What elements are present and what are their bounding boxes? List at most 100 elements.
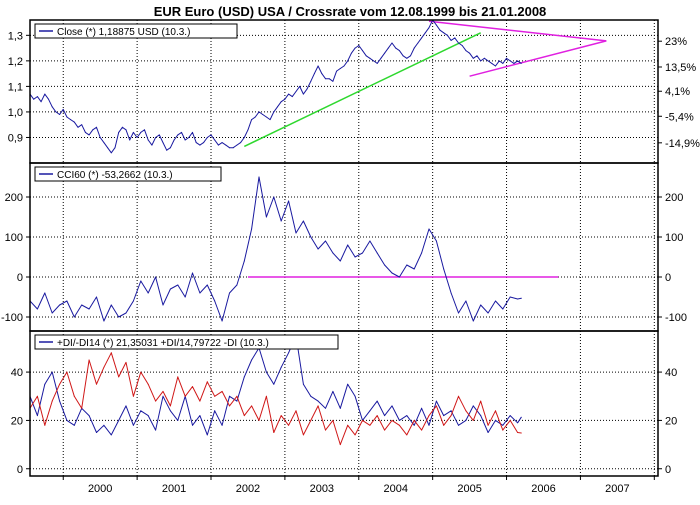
data-point bbox=[140, 280, 142, 282]
data-point bbox=[169, 147, 171, 149]
data-point bbox=[406, 434, 408, 436]
data-point bbox=[251, 359, 253, 361]
series-line-dmi-1 bbox=[30, 352, 522, 446]
data-point bbox=[450, 292, 452, 294]
data-point bbox=[110, 152, 112, 154]
data-point bbox=[413, 268, 415, 270]
data-point bbox=[310, 395, 312, 397]
data-point bbox=[103, 142, 105, 144]
data-point bbox=[151, 144, 153, 146]
data-point bbox=[70, 119, 72, 121]
data-point bbox=[472, 419, 474, 421]
data-point bbox=[73, 121, 75, 123]
data-point bbox=[147, 139, 149, 141]
data-point bbox=[332, 419, 334, 421]
data-point bbox=[517, 298, 519, 300]
data-point bbox=[48, 98, 49, 100]
data-point bbox=[502, 62, 504, 64]
data-point bbox=[421, 407, 423, 409]
data-point bbox=[258, 419, 260, 421]
data-point bbox=[325, 78, 326, 80]
data-point bbox=[380, 57, 382, 59]
data-point bbox=[59, 114, 61, 115]
data-point bbox=[472, 57, 474, 59]
data-point bbox=[225, 144, 227, 146]
series-line-cci-0 bbox=[30, 176, 522, 322]
data-point bbox=[343, 65, 345, 67]
data-point bbox=[177, 419, 179, 421]
data-point bbox=[302, 93, 304, 95]
data-point bbox=[302, 383, 304, 385]
data-point bbox=[155, 429, 157, 431]
data-point bbox=[265, 216, 267, 218]
data-point bbox=[513, 62, 515, 64]
data-point bbox=[155, 137, 157, 138]
data-point bbox=[487, 312, 489, 314]
data-point bbox=[339, 407, 341, 409]
data-point bbox=[118, 376, 120, 378]
data-point bbox=[469, 52, 471, 54]
data-point bbox=[77, 126, 79, 128]
data-point bbox=[517, 432, 519, 433]
data-point bbox=[136, 137, 138, 138]
left-tick-label: 1,3 bbox=[8, 30, 23, 42]
data-point bbox=[310, 236, 312, 238]
data-point bbox=[236, 284, 238, 286]
data-point bbox=[520, 432, 522, 434]
legend: Close (*) 1,18875 USD (10.3.) bbox=[34, 23, 238, 39]
data-point bbox=[33, 98, 35, 100]
data-point bbox=[192, 386, 193, 388]
data-point bbox=[325, 407, 326, 409]
data-point bbox=[509, 60, 511, 62]
data-point bbox=[421, 429, 423, 431]
series-line-price-0 bbox=[30, 20, 522, 154]
data-point bbox=[350, 52, 352, 54]
data-point bbox=[258, 176, 260, 178]
data-point bbox=[140, 410, 142, 412]
data-point bbox=[317, 65, 319, 67]
data-point bbox=[495, 65, 496, 67]
data-point bbox=[509, 415, 511, 417]
data-point bbox=[410, 55, 411, 57]
data-point bbox=[398, 419, 400, 421]
data-point bbox=[118, 419, 120, 421]
data-point bbox=[443, 424, 445, 426]
data-point bbox=[480, 60, 482, 62]
data-point bbox=[210, 134, 212, 136]
data-point bbox=[265, 395, 267, 397]
left-tick-label: 40 bbox=[11, 367, 23, 379]
data-point bbox=[229, 292, 230, 294]
data-point bbox=[229, 147, 230, 149]
data-point bbox=[483, 57, 485, 59]
data-point bbox=[169, 410, 171, 412]
data-point bbox=[199, 144, 201, 146]
data-point bbox=[362, 252, 363, 254]
data-point bbox=[465, 410, 467, 412]
data-point bbox=[125, 312, 127, 314]
data-point bbox=[354, 434, 356, 436]
data-point bbox=[44, 292, 46, 294]
data-point bbox=[188, 137, 190, 138]
data-point bbox=[472, 405, 474, 407]
data-point bbox=[295, 232, 297, 234]
data-point bbox=[114, 147, 116, 149]
data-point bbox=[206, 381, 208, 383]
data-point bbox=[358, 45, 360, 46]
data-point bbox=[199, 400, 201, 402]
chart-title: EUR Euro (USD) USA / Crossrate vom 12.08… bbox=[154, 4, 547, 19]
data-point bbox=[51, 106, 53, 108]
data-point bbox=[310, 80, 312, 82]
data-point bbox=[302, 220, 304, 222]
left-tick-label: 20 bbox=[11, 415, 23, 427]
panel-cci: -100 0 100 200 -100 0 100 200 CCI60 (*) -53,2662… bbox=[1, 162, 687, 332]
panels-layer: 0,9 1,0 1,1 1,2 1,3 -14,9% -5,4% 4,1% 13,5% 23% Cl… bbox=[1, 19, 700, 477]
data-point bbox=[280, 366, 282, 368]
data-point bbox=[325, 429, 326, 431]
data-point bbox=[214, 139, 216, 141]
data-point bbox=[310, 419, 312, 421]
data-point bbox=[387, 47, 389, 49]
data-point bbox=[517, 422, 519, 424]
data-point bbox=[354, 256, 356, 258]
